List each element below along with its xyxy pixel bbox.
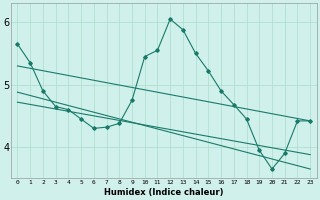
X-axis label: Humidex (Indice chaleur): Humidex (Indice chaleur) xyxy=(104,188,224,197)
